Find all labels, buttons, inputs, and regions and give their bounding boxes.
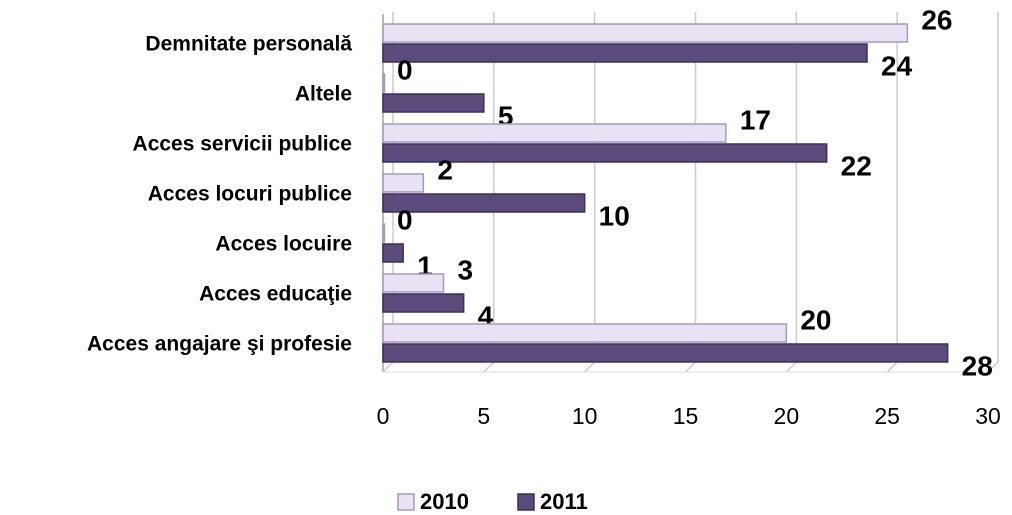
legend-swatch [517,493,535,511]
bar [382,343,949,363]
y-tick-label: Demnitate personală [145,33,352,56]
y-tick-label: Acces servicii publice [133,133,352,156]
grid-foot [684,361,697,373]
bar [382,193,586,213]
legend-label: 2010 [420,489,469,514]
x-tick-label: 0 [377,403,390,429]
y-tick-label: Altele [295,83,352,106]
bar [382,73,386,93]
data-label: 26 [921,4,952,35]
x-tick-label: 20 [774,403,800,429]
grid-foot [987,361,999,373]
bar [382,173,425,193]
grid-foot [584,361,596,373]
data-label: 20 [800,304,831,335]
x-tick-label: 5 [477,403,490,429]
y-tick-label: Acces locuri publice [148,183,352,206]
bar [382,323,788,343]
data-label: 3 [458,254,474,285]
legend-swatch [397,493,415,511]
y-tick-label: Acces educaţie [199,283,352,306]
bar [382,293,465,313]
data-label: 17 [740,104,771,135]
bar [382,23,909,43]
data-label: 10 [599,200,630,231]
grid-foot [886,361,898,373]
legend-label: 2011 [540,489,588,514]
y-tick-label: Acces angajare şi profesie [87,333,352,356]
bar [382,43,868,63]
bar [382,93,485,113]
grid-foot [483,361,495,373]
bar [382,243,404,263]
y-tick-label: Acces locuire [215,233,352,256]
bar [382,143,828,163]
data-label: 22 [841,150,872,181]
data-label: 28 [962,350,993,381]
data-label: 0 [397,204,413,235]
data-label: 0 [397,54,413,85]
bar [382,123,727,143]
x-tick-label: 30 [975,403,1001,429]
x-tick-label: 10 [572,403,598,429]
bar [382,223,386,243]
x-tick-label: 15 [673,403,699,429]
grid-foot [382,361,394,373]
data-label: 2 [437,154,453,185]
grid-foot [785,361,797,373]
x-tick-label: 25 [874,403,900,429]
bar [382,273,445,293]
data-label: 24 [881,50,913,81]
